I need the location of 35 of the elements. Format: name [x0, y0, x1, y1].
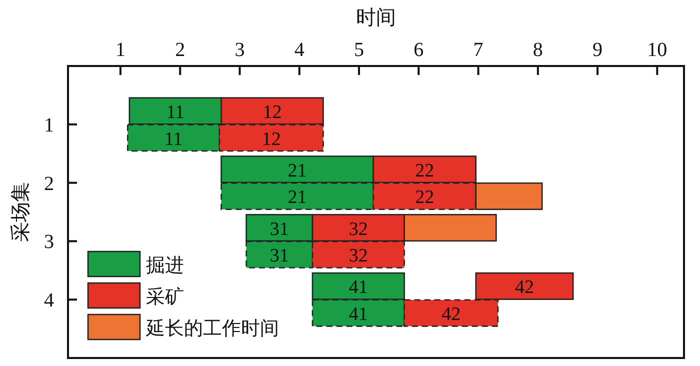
annotation: 12: [262, 128, 281, 150]
x-tick-label: 10: [647, 39, 668, 61]
annotation: 22: [415, 160, 434, 182]
annotation: 21: [288, 160, 307, 182]
annotation: 11: [164, 128, 183, 150]
annotation: 22: [415, 187, 434, 208]
y-tick-label: 2: [44, 172, 54, 195]
annotation: 11: [166, 102, 184, 123]
x-tick-label: 7: [473, 39, 484, 61]
annotation: 12: [262, 102, 282, 123]
y-tick-label: 1: [44, 114, 54, 136]
annotation: 31: [270, 218, 289, 240]
annotation: 42: [442, 304, 461, 326]
x-tick-label: 1: [115, 39, 126, 61]
annotation: 32: [348, 246, 368, 267]
x-tick-label: 6: [414, 39, 424, 61]
y-tick-label: 3: [44, 231, 54, 254]
annotation: 41: [348, 277, 368, 298]
annotation: 42: [514, 277, 534, 298]
x-tick-label: 3: [234, 39, 245, 61]
annotation: 21: [288, 187, 307, 208]
x-tick-label: 4: [294, 39, 304, 61]
legend-label: 延长的工作时间: [145, 318, 279, 340]
y-tick-label: 4: [44, 290, 54, 312]
x-tick-label: 2: [175, 39, 186, 61]
x-tick-label: 5: [354, 39, 364, 61]
legend-label: 掘进: [146, 256, 184, 276]
annotation: 31: [270, 246, 289, 267]
annotation: 32: [348, 218, 368, 240]
y-axis-title: 采场集: [10, 182, 32, 242]
annotation: 41: [348, 304, 368, 326]
x-tick-label: 8: [532, 39, 543, 61]
x-axis-title: 时间: [356, 7, 396, 29]
x-tick-label: 9: [592, 39, 603, 61]
legend-label: 采矿: [146, 286, 184, 308]
